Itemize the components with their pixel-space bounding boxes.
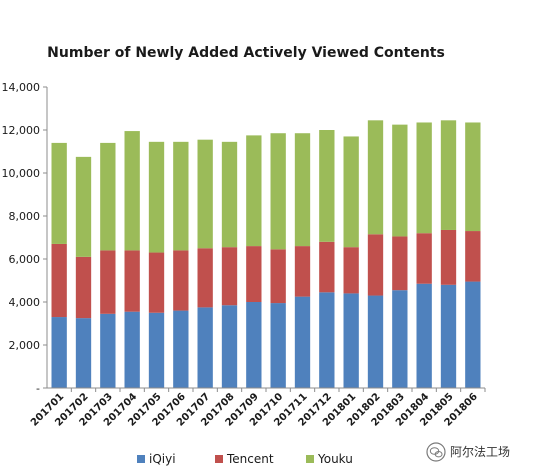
bar-iqiyi-201706: [173, 310, 189, 388]
bar-youku-201710: [270, 133, 286, 250]
bar-stack-201702: [75, 156, 92, 389]
bar-iqiyi-201801: [343, 293, 359, 388]
bar-youku-201802: [367, 120, 384, 235]
bar-stack-201708: [221, 141, 238, 388]
bar-stack-201712: [319, 130, 335, 388]
bar-tencent-201805: [440, 229, 457, 285]
bar-stack-201802: [367, 120, 384, 388]
bar-tencent-201705: [148, 252, 165, 313]
bar-iqiyi-201805: [440, 284, 457, 388]
bar-iqiyi-201708: [221, 305, 238, 388]
bar-youku-201704: [124, 131, 140, 251]
bar-tencent-201801: [343, 247, 359, 294]
y-tick-label: 14,000: [2, 81, 41, 94]
bar-tencent-201712: [319, 241, 335, 293]
legend-label: iQiyi: [149, 452, 176, 466]
bar-tencent-201703: [100, 250, 116, 314]
legend-item-youku: Youku: [306, 452, 353, 466]
bar-youku-201701: [51, 142, 67, 244]
bar-stack-201711: [294, 133, 311, 389]
y-axis: - 2,000 4,000 6,000 8,000 10,000 12,000 14,000: [2, 81, 48, 395]
bar-tencent-201803: [392, 236, 408, 291]
x-axis: 2017012017022017032017042017052017062017…: [29, 387, 486, 429]
bar-tencent-201806: [465, 231, 481, 282]
bar-tencent-201702: [75, 256, 92, 319]
bar-stack-201706: [173, 141, 189, 388]
legend-swatch: [137, 455, 145, 463]
legend-swatch: [215, 455, 223, 463]
legend-item-iqiyi: iQiyi: [137, 452, 176, 466]
bar-stack-201804: [416, 122, 432, 388]
bar-tencent-201701: [51, 243, 67, 318]
bar-iqiyi-201705: [148, 312, 165, 388]
bar-youku-201711: [294, 133, 311, 247]
bar-stack-201710: [270, 133, 286, 388]
bar-youku-201806: [465, 122, 481, 232]
bar-stack-201707: [197, 139, 213, 389]
bar-youku-201703: [100, 142, 116, 251]
bar-youku-201707: [197, 139, 213, 249]
bar-iqiyi-201711: [294, 296, 311, 389]
bar-iqiyi-201701: [51, 317, 67, 388]
wechat-icon: [426, 442, 446, 462]
bar-tencent-201704: [124, 250, 140, 312]
bars: [51, 120, 481, 389]
bar-youku-201702: [75, 156, 92, 257]
bar-iqiyi-201709: [246, 302, 262, 388]
bar-youku-201801: [343, 136, 359, 248]
bar-stack-201703: [100, 142, 116, 388]
bar-iqiyi-201710: [270, 303, 286, 388]
bar-tencent-201707: [197, 248, 213, 308]
bar-iqiyi-201704: [124, 311, 140, 388]
bar-iqiyi-201803: [392, 290, 408, 388]
bar-youku-201705: [148, 141, 165, 253]
bar-tencent-201709: [246, 246, 262, 302]
watermark: 阿尔法工场: [426, 442, 510, 462]
y-tick-label: 10,000: [2, 167, 41, 180]
bar-tencent-201802: [367, 234, 384, 296]
bar-stack-201805: [440, 120, 457, 388]
bar-iqiyi-201804: [416, 283, 432, 388]
y-tick-label: 4,000: [9, 296, 41, 309]
bar-tencent-201708: [221, 247, 238, 306]
legend-label: Youku: [317, 452, 353, 466]
bar-youku-201709: [246, 135, 262, 247]
bar-youku-201803: [392, 124, 408, 237]
y-tick-label: 8,000: [9, 210, 41, 223]
bar-iqiyi-201802: [367, 295, 384, 388]
bar-stack-201803: [392, 124, 408, 388]
bar-tencent-201706: [173, 250, 189, 311]
bar-youku-201708: [221, 141, 238, 248]
bar-iqiyi-201702: [75, 318, 92, 389]
legend: iQiyi Tencent Youku: [137, 452, 353, 466]
bar-youku-201804: [416, 122, 432, 234]
bar-stack-201709: [246, 135, 262, 388]
bar-iqiyi-201806: [465, 281, 481, 388]
y-tick-label: 12,000: [2, 124, 41, 137]
chart-title: Number of Newly Added Actively Viewed Co…: [47, 45, 445, 61]
legend-swatch: [306, 455, 314, 463]
bar-youku-201712: [319, 130, 335, 242]
y-tick-label: 2,000: [9, 339, 41, 352]
bar-youku-201805: [440, 120, 457, 230]
bar-tencent-201711: [294, 246, 311, 297]
bar-iqiyi-201703: [100, 313, 116, 388]
bar-tencent-201710: [270, 249, 286, 304]
legend-item-tencent: Tencent: [215, 452, 274, 466]
legend-label: Tencent: [226, 452, 274, 466]
bar-iqiyi-201712: [319, 292, 335, 388]
bar-stack-201801: [343, 136, 359, 388]
bar-stack-201701: [51, 142, 67, 388]
bar-youku-201706: [173, 141, 189, 251]
y-tick-label: -: [36, 382, 40, 395]
y-tick-label: 6,000: [9, 253, 41, 266]
watermark-text: 阿尔法工场: [450, 444, 510, 459]
bar-stack-201806: [465, 122, 481, 388]
bar-tencent-201804: [416, 233, 432, 284]
bar-iqiyi-201707: [197, 307, 213, 389]
bar-stack-201705: [148, 141, 165, 388]
bar-stack-201704: [124, 131, 140, 388]
